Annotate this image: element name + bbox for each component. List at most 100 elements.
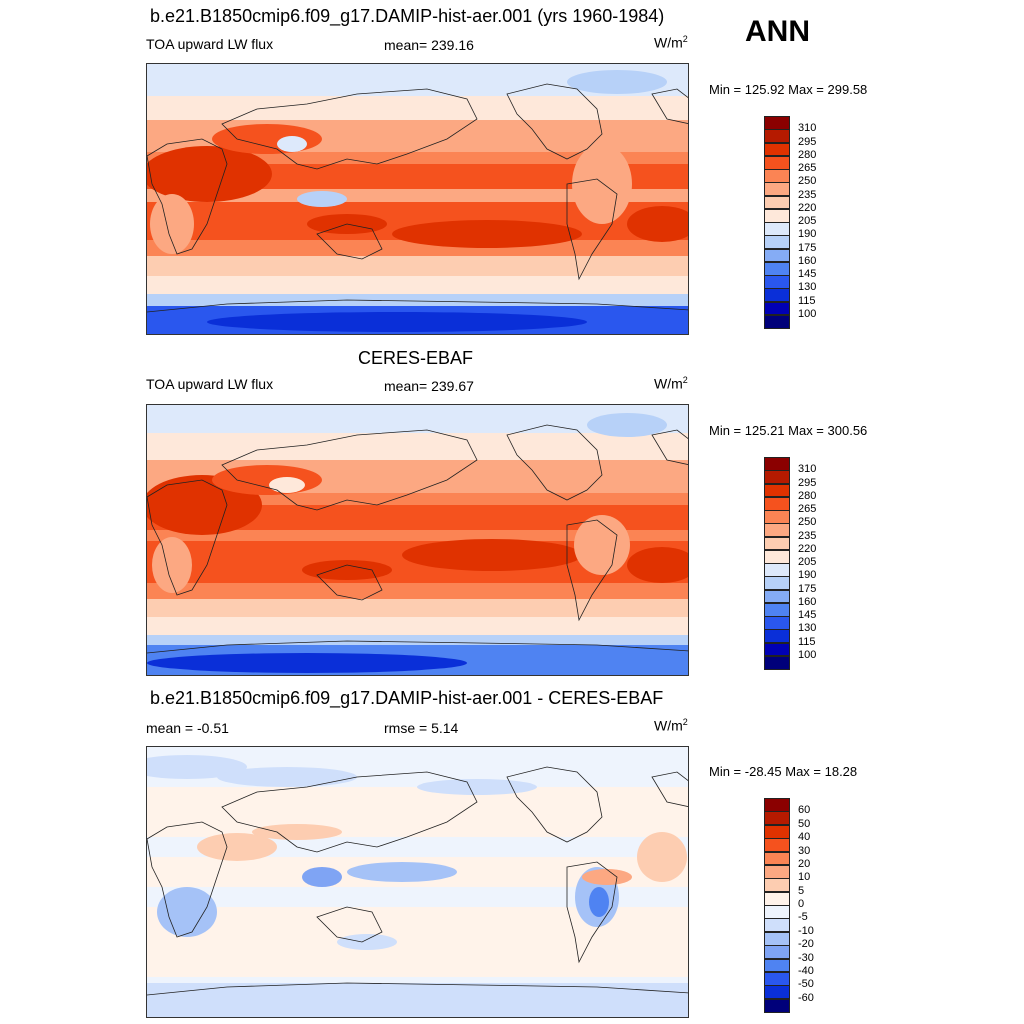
colorbar-segment — [764, 616, 790, 630]
colorbar-segment — [764, 851, 790, 866]
panel-3-mean-label: mean = -0.51 — [146, 720, 229, 736]
colorbar-tick-label: 40 — [798, 831, 811, 844]
map-blob — [347, 862, 457, 882]
panel-3-coastlines — [147, 766, 688, 996]
colorbar-segment — [764, 523, 790, 537]
colorbar-tick-label: 0 — [798, 898, 805, 910]
map-blob — [337, 934, 397, 950]
season-label: ANN — [745, 15, 810, 48]
colorbar-segment — [764, 235, 790, 249]
colorbar-tick-label: 310 — [798, 463, 817, 476]
panel-2-title: CERES-EBAF — [358, 348, 474, 368]
colorbar-tick-label: 280 — [798, 148, 817, 161]
panel-3-rmse-label: rmse = 5.14 — [384, 720, 459, 736]
colorbar-tick-label: -30 — [798, 951, 814, 964]
units-exponent: 2 — [682, 34, 688, 44]
colorbar-tick-label: -5 — [798, 911, 808, 924]
map-band — [147, 530, 688, 544]
map-blob — [269, 477, 305, 493]
panel-2-colorbar: 310 295 280 265 250 235 220 205 190 175 160 145 130 1… — [764, 457, 816, 670]
colorbar-tick-label: 250 — [798, 175, 817, 188]
colorbar-segment — [764, 958, 790, 973]
colorbar-tick-label: 145 — [798, 268, 817, 280]
colorbar-segment — [764, 629, 790, 643]
colorbar-segment — [764, 824, 790, 839]
colorbar-segment — [764, 891, 790, 906]
map-blob — [417, 779, 537, 795]
colorbar-segment — [764, 182, 790, 196]
panel-1-map-svg — [147, 64, 688, 334]
panel-3-map-svg — [147, 747, 688, 1017]
panel-1-variable-label: TOA upward LW flux — [146, 36, 274, 52]
map-band — [147, 276, 688, 296]
colorbar-tick-label: 130 — [798, 281, 817, 294]
map-blob — [217, 767, 357, 787]
units-base: W/m — [654, 375, 683, 392]
colorbar-tick-label: -40 — [798, 964, 814, 977]
colorbar-tick-label: 175 — [798, 241, 817, 254]
map-band — [147, 617, 688, 637]
colorbar-segment — [764, 985, 790, 1000]
colorbar-tick-label: 100 — [798, 307, 817, 320]
colorbar-tick-label: 220 — [798, 542, 817, 555]
map-blob — [147, 755, 247, 779]
panel-3-title: b.e21.B1850cmip6.f09_g17.DAMIP-hist-aer.… — [150, 688, 664, 708]
panel-1-units: W/m2 — [654, 35, 688, 50]
panel-1-coastlines — [147, 83, 688, 313]
colorbar-segment — [764, 838, 790, 852]
colorbar-segment — [764, 314, 790, 329]
panel-1-minmax: Min = 125.92 Max = 299.58 — [709, 82, 868, 97]
map-blob — [627, 206, 688, 242]
colorbar-segment — [764, 576, 790, 590]
colorbar-segment — [764, 811, 790, 826]
colorbar-segment — [764, 945, 790, 959]
colorbar-segment — [764, 878, 790, 893]
panel-2-map — [146, 404, 689, 676]
panel-3-minmax: Min = -28.45 Max = 18.28 — [709, 764, 858, 779]
colorbar-tick-label: 130 — [798, 622, 817, 635]
colorbar-segment — [764, 261, 790, 276]
colorbar-segment — [764, 496, 790, 511]
panel-1-colorbar: 310 295 280 265 250 235 220 205 190 175 160 145 130 1… — [764, 116, 816, 329]
map-blob — [157, 887, 217, 937]
colorbar-segment — [764, 155, 790, 170]
map-band — [147, 240, 688, 260]
map-blob — [277, 136, 307, 152]
colorbar-segment — [764, 301, 790, 316]
colorbar-tick-label: 190 — [798, 228, 817, 241]
colorbar-tick-label: 310 — [798, 122, 817, 135]
colorbar-segment — [764, 798, 790, 812]
colorbar-segment — [764, 169, 790, 183]
panel-1-mean-label: mean= 239.16 — [384, 37, 474, 53]
colorbar-segment — [764, 248, 790, 263]
colorbar-segment — [764, 549, 790, 564]
panel-2-variable-label: TOA upward LW flux — [146, 376, 274, 392]
colorbar-tick-label: 295 — [798, 135, 817, 148]
map-blob — [587, 413, 667, 437]
colorbar-segment — [764, 536, 790, 551]
map-blob — [402, 539, 582, 571]
map-blob — [567, 70, 667, 94]
colorbar-tick-label: 295 — [798, 476, 817, 489]
colorbar-tick-label: 175 — [798, 582, 817, 595]
colorbar-tick-label: 115 — [798, 635, 816, 648]
units-base: W/m — [654, 34, 683, 51]
colorbar-segment — [764, 642, 790, 657]
colorbar-tick-label: -50 — [798, 978, 814, 991]
map-blob — [627, 547, 688, 583]
colorbar-tick-label: 190 — [798, 569, 817, 582]
map-band — [147, 787, 688, 837]
colorbar-segment — [764, 483, 790, 498]
colorbar-segment — [764, 563, 790, 577]
colorbar-tick-label: 280 — [798, 489, 817, 502]
panel-2-coastlines — [147, 424, 688, 654]
map-blob — [574, 515, 630, 575]
colorbar-tick-label: 235 — [798, 529, 817, 542]
map-blob — [637, 832, 687, 882]
map-blob — [302, 560, 392, 580]
colorbar-tick-label: 160 — [798, 254, 817, 267]
colorbar-segment — [764, 998, 790, 1013]
colorbar-segment — [764, 275, 790, 289]
colorbar-tick-label: 115 — [798, 294, 816, 307]
